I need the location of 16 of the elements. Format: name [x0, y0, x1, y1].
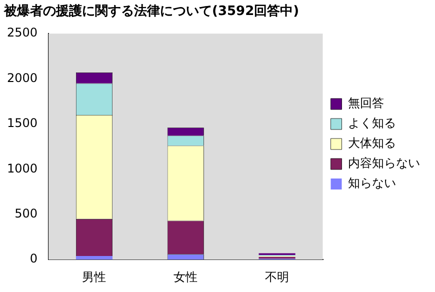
y-tick-label: 0	[30, 252, 38, 266]
y-tick-label: 1000	[6, 161, 38, 176]
x-tick-label: 女性	[174, 270, 198, 284]
bar	[76, 256, 113, 260]
legend-label: 大体知る	[348, 136, 396, 150]
y-tick-label: 2000	[6, 70, 38, 85]
chart-title: 被爆者の援護に関する法律について(3592回答中)	[3, 3, 300, 20]
y-tick-label: 1500	[6, 116, 38, 130]
legend-label: 内容知らない	[348, 156, 420, 170]
y-tick-label: 2500	[6, 26, 38, 40]
y-tick-label: 500	[14, 206, 38, 221]
legend-label: 無回答	[348, 96, 384, 110]
legend-label: 知らない	[348, 176, 396, 190]
x-tick-label: 男性	[82, 270, 106, 284]
x-tick-label: 不明	[265, 270, 290, 284]
legend-label: よく知る	[348, 116, 396, 130]
